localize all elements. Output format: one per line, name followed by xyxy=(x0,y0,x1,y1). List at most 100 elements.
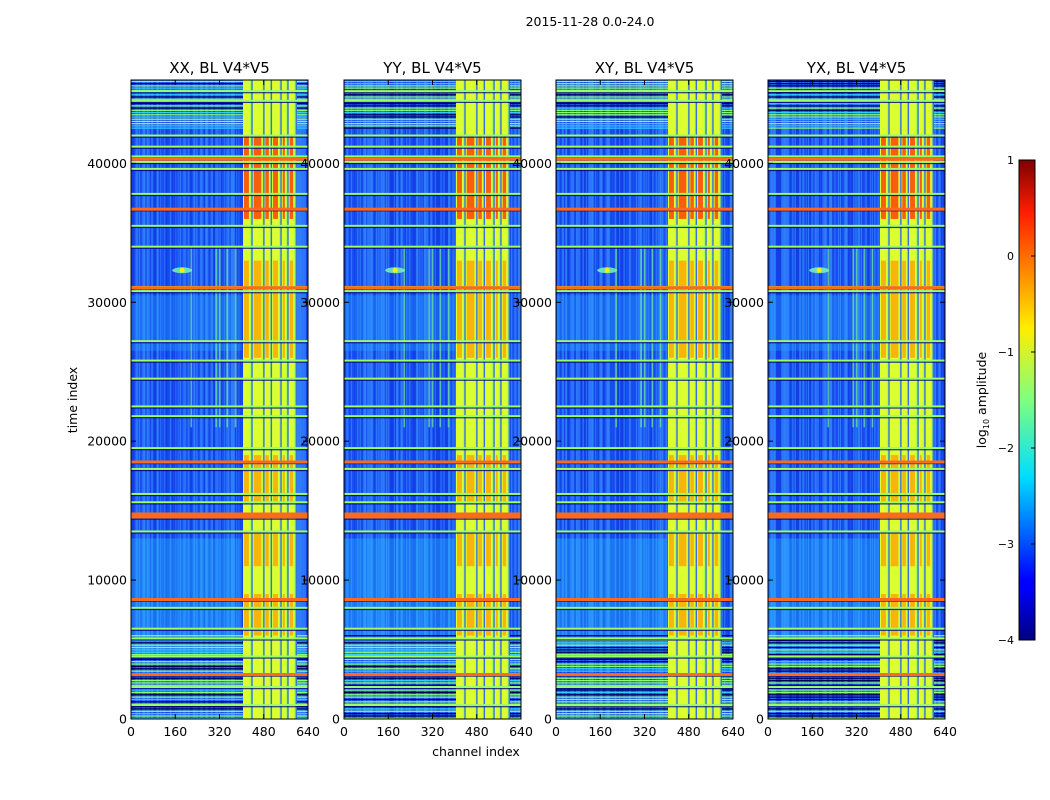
x-tick-label: 160 xyxy=(588,724,612,739)
rfi-row xyxy=(131,637,308,640)
rfi-row xyxy=(131,606,308,609)
noise-stripe xyxy=(854,80,856,719)
bad-row xyxy=(344,127,521,129)
y-tick-label: 10000 xyxy=(300,573,340,588)
bad-row xyxy=(556,103,733,105)
noise-stripe xyxy=(419,80,421,719)
noise-stripe xyxy=(373,80,376,719)
hot-patch xyxy=(486,455,491,504)
noise-stripe xyxy=(818,80,821,719)
bad-row xyxy=(344,116,521,118)
noise-stripe xyxy=(812,80,814,719)
hot-patch xyxy=(457,135,462,219)
hot-patch xyxy=(478,260,482,358)
rfi-row xyxy=(768,467,945,470)
noise-stripe xyxy=(378,80,380,719)
noise-stripe xyxy=(786,80,789,719)
noise-stripe xyxy=(232,80,235,719)
noise-stripe xyxy=(137,80,140,719)
rfi-row xyxy=(556,160,733,163)
noise-stripe xyxy=(408,80,410,719)
bad-row xyxy=(344,120,521,123)
rfi-row xyxy=(344,467,521,470)
bad-row xyxy=(556,694,733,696)
rfi-row-edge xyxy=(344,503,521,505)
hot-patch xyxy=(466,593,475,636)
rfi-row-edge xyxy=(131,518,308,520)
hot-patch xyxy=(466,531,475,567)
hot-patch xyxy=(457,260,462,358)
noise-stripe xyxy=(423,80,426,719)
noise-stripe xyxy=(368,80,370,719)
bad-row xyxy=(768,696,945,698)
x-tick-label: 640 xyxy=(721,724,745,739)
bad-row xyxy=(131,696,308,698)
rfi-row-edge xyxy=(131,706,308,708)
bad-row xyxy=(556,85,733,87)
bad-row xyxy=(131,691,308,694)
bad-row xyxy=(344,689,521,691)
noise-stripe xyxy=(452,80,454,719)
rfi-row xyxy=(131,655,308,658)
rfi-row xyxy=(344,405,521,408)
y-tick-label: 10000 xyxy=(87,573,127,588)
hot-patch xyxy=(244,593,249,636)
hot-patch xyxy=(502,593,507,636)
noise-stripe xyxy=(937,80,939,719)
noise-stripe xyxy=(300,80,302,719)
band-gap xyxy=(676,80,678,719)
noise-stripe xyxy=(239,80,241,719)
noise-stripe xyxy=(655,80,657,719)
noise-stripe xyxy=(302,80,304,719)
rfi-row-edge xyxy=(768,169,945,172)
strong-rfi-row xyxy=(344,207,521,211)
noise-stripe xyxy=(845,80,847,719)
noise-stripe xyxy=(356,80,358,719)
noise-stripe xyxy=(390,80,392,719)
noise-stripe xyxy=(866,80,868,719)
bad-row xyxy=(131,668,308,670)
hot-patch xyxy=(910,135,915,219)
y-axis-label: time index xyxy=(65,367,80,433)
noise-stripe xyxy=(449,80,451,719)
noise-stripe xyxy=(185,80,187,719)
hot-patch xyxy=(678,531,687,567)
noise-stripe xyxy=(152,80,154,719)
noise-stripe xyxy=(405,80,408,719)
noise-stripe xyxy=(802,80,804,719)
rfi-row-edge xyxy=(344,162,521,165)
bad-row xyxy=(344,644,521,646)
noise-stripe xyxy=(301,80,303,719)
rfi-row xyxy=(768,134,945,137)
noise-stripe xyxy=(395,80,398,719)
rfi-row-edge xyxy=(131,449,308,451)
rfi-row-edge xyxy=(768,608,945,611)
x-tick-label: 320 xyxy=(208,724,232,739)
bad-row xyxy=(556,94,733,96)
x-tick-label: 480 xyxy=(465,724,489,739)
noise-stripe xyxy=(604,80,607,719)
rfi-row xyxy=(556,492,733,495)
bad-row xyxy=(344,98,521,100)
noise-stripe xyxy=(351,80,354,719)
noise-stripe xyxy=(138,80,141,719)
rfi-row xyxy=(556,655,733,658)
noise-stripe xyxy=(784,80,786,719)
colorbar-tick-label: −2 xyxy=(998,442,1014,455)
rfi-row-edge xyxy=(344,463,521,465)
x-tick-label: 480 xyxy=(889,724,913,739)
noise-stripe xyxy=(795,80,798,719)
hot-patch xyxy=(273,531,278,567)
rfi-row xyxy=(344,99,521,102)
bad-row xyxy=(344,107,521,109)
rfi-channel-block xyxy=(243,80,250,719)
bad-row xyxy=(131,651,308,653)
noise-stripe xyxy=(374,80,377,719)
rfi-row-edge xyxy=(768,518,945,520)
band-gap xyxy=(476,80,478,719)
noise-stripe xyxy=(184,80,186,719)
noise-stripe xyxy=(205,80,207,719)
noise-stripe xyxy=(666,80,669,719)
rfi-row xyxy=(344,167,521,170)
hot-patch xyxy=(282,135,285,219)
